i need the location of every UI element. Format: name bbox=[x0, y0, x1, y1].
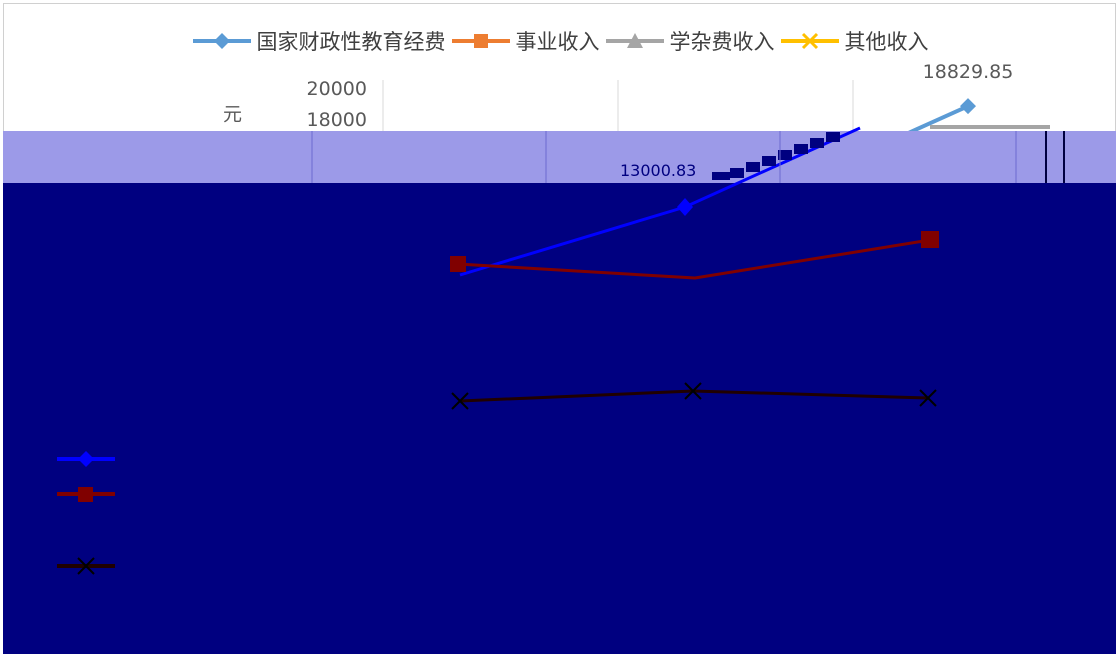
overlay-legend-x-marker bbox=[77, 557, 95, 575]
legend-swatch-x-icon bbox=[780, 32, 839, 50]
corrupted-region-light bbox=[3, 131, 1116, 183]
legend-item-tuition-income: 学杂费收入 bbox=[604, 26, 775, 56]
y-axis-ticks: 20000 18000 bbox=[307, 78, 367, 131]
overlay-staircase bbox=[712, 132, 840, 180]
overlay-x-marker bbox=[451, 382, 937, 410]
data-labels: 18829.85 bbox=[923, 61, 1014, 83]
legend-label: 其他收入 bbox=[844, 30, 929, 54]
overlay-red-marker bbox=[921, 231, 939, 248]
series-lines bbox=[907, 98, 1050, 135]
legend-item-other-income: 其他收入 bbox=[779, 26, 929, 56]
series-line-national-funding bbox=[907, 104, 969, 135]
legend-label: 事业收入 bbox=[515, 30, 600, 54]
y-tick-label: 18000 bbox=[307, 109, 367, 131]
legend-swatch-square-icon bbox=[451, 34, 510, 48]
legend-item-national-funding: 国家财政性教育经费 bbox=[191, 26, 446, 56]
overlay-strokes: 13000.83 bbox=[57, 126, 1065, 575]
gridlines bbox=[382, 80, 854, 131]
legend-swatch-diamond-icon bbox=[192, 33, 251, 49]
legend: 国家财政性教育经费 事业收入 学杂费收入 其他收入 bbox=[0, 26, 1119, 56]
legend-swatch-triangle-icon bbox=[605, 33, 664, 48]
overlay-legend-red-marker bbox=[78, 487, 93, 502]
overlay-red-marker bbox=[450, 256, 466, 272]
overlay-label-fragment: 13000.83 bbox=[620, 161, 696, 180]
data-label: 18829.85 bbox=[923, 61, 1014, 83]
overlay-red-line bbox=[457, 238, 931, 280]
y-axis-label: 元 bbox=[220, 104, 242, 123]
corrupted-region-dark bbox=[3, 183, 1116, 654]
data-point-national-funding bbox=[960, 98, 976, 115]
overlay-legend-blue-marker bbox=[78, 451, 94, 467]
legend-label: 学杂费收入 bbox=[669, 30, 775, 54]
legend-label: 国家财政性教育经费 bbox=[256, 30, 446, 54]
y-tick-label: 20000 bbox=[307, 78, 367, 100]
legend-item-business-income: 事业收入 bbox=[450, 26, 600, 56]
overlay-blue-marker bbox=[677, 198, 693, 216]
